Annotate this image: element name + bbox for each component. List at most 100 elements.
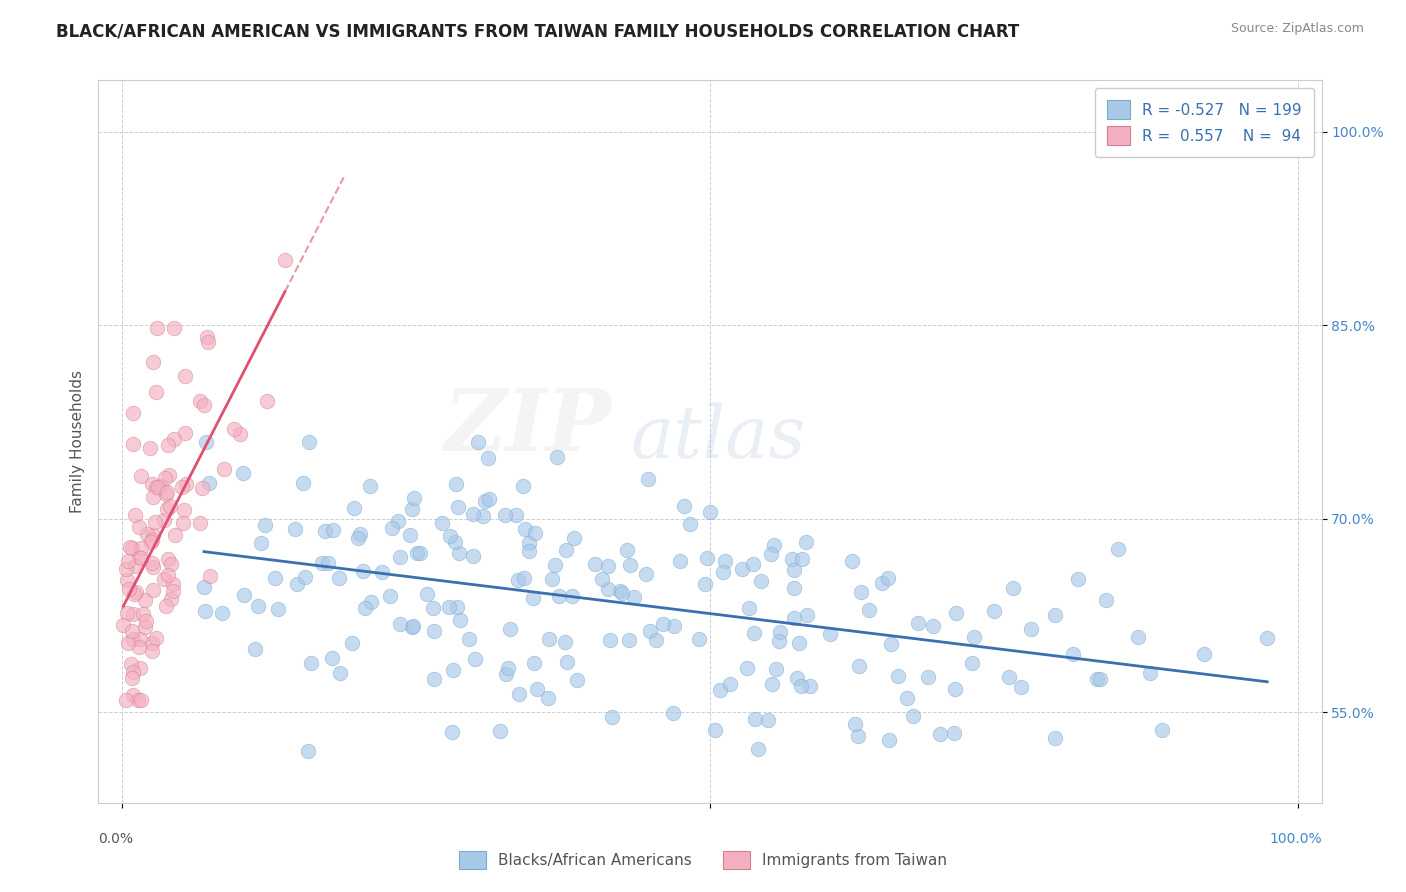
Point	[711, 565, 734, 579]
Point	[274, 253, 297, 268]
Point	[163, 432, 186, 446]
Point	[211, 606, 233, 620]
Point	[120, 657, 142, 671]
Point	[1192, 647, 1215, 661]
Point	[963, 630, 986, 644]
Point	[858, 602, 880, 616]
Point	[1010, 680, 1032, 694]
Point	[903, 708, 925, 723]
Point	[122, 437, 145, 451]
Point	[254, 517, 277, 532]
Point	[759, 547, 782, 561]
Point	[399, 528, 422, 542]
Point	[121, 624, 143, 639]
Point	[114, 562, 136, 576]
Point	[769, 624, 792, 639]
Point	[294, 569, 316, 583]
Point	[149, 479, 172, 493]
Point	[173, 503, 195, 517]
Point	[662, 618, 685, 632]
Point	[783, 582, 806, 596]
Point	[526, 682, 548, 697]
Point	[423, 673, 446, 687]
Point	[247, 599, 270, 613]
Point	[461, 549, 484, 563]
Point	[129, 550, 152, 565]
Point	[263, 571, 285, 585]
Point	[381, 521, 404, 535]
Point	[160, 592, 183, 607]
Point	[554, 634, 576, 648]
Point	[499, 622, 522, 636]
Point	[841, 554, 863, 568]
Point	[174, 425, 197, 440]
Point	[444, 535, 467, 549]
Point	[555, 543, 578, 558]
Point	[145, 385, 167, 400]
Point	[929, 726, 952, 740]
Point	[318, 556, 340, 570]
Point	[141, 582, 163, 597]
Point	[160, 557, 183, 571]
Point	[610, 586, 633, 600]
Point	[135, 614, 157, 628]
Point	[1021, 622, 1043, 636]
Point	[439, 529, 461, 543]
Point	[917, 670, 939, 684]
Point	[1067, 572, 1090, 586]
Point	[696, 551, 718, 566]
Point	[846, 729, 869, 743]
Point	[783, 611, 806, 625]
Point	[173, 369, 195, 384]
Point	[360, 595, 382, 609]
Point	[1001, 581, 1024, 595]
Point	[132, 607, 155, 622]
Point	[512, 479, 534, 493]
Point	[141, 635, 163, 649]
Point	[598, 582, 620, 596]
Point	[406, 546, 429, 560]
Point	[321, 651, 343, 665]
Point	[783, 563, 806, 577]
Point	[763, 538, 786, 552]
Point	[142, 490, 165, 504]
Point	[616, 543, 638, 558]
Point	[267, 601, 290, 615]
Point	[115, 606, 138, 620]
Point	[353, 564, 375, 578]
Point	[731, 562, 754, 576]
Point	[198, 569, 221, 583]
Point	[561, 589, 583, 603]
Point	[617, 633, 640, 648]
Point	[430, 516, 453, 531]
Point	[142, 560, 165, 574]
Point	[467, 434, 489, 449]
Point	[922, 619, 945, 633]
Text: ZIP: ZIP	[444, 385, 612, 469]
Point	[297, 744, 319, 758]
Point	[141, 533, 163, 548]
Point	[163, 321, 186, 335]
Point	[135, 527, 157, 541]
Point	[515, 522, 537, 536]
Point	[693, 577, 716, 591]
Point	[449, 613, 471, 627]
Point	[768, 633, 790, 648]
Point	[517, 536, 540, 550]
Point	[703, 723, 725, 737]
Point	[299, 656, 322, 670]
Text: atlas: atlas	[630, 402, 806, 473]
Point	[488, 723, 510, 738]
Point	[232, 467, 254, 481]
Point	[844, 717, 866, 731]
Point	[340, 636, 363, 650]
Point	[347, 531, 370, 545]
Point	[371, 565, 394, 579]
Point	[122, 632, 145, 646]
Point	[870, 576, 893, 591]
Point	[517, 544, 540, 558]
Point	[287, 577, 309, 591]
Point	[128, 520, 150, 534]
Point	[662, 706, 685, 721]
Point	[139, 535, 162, 549]
